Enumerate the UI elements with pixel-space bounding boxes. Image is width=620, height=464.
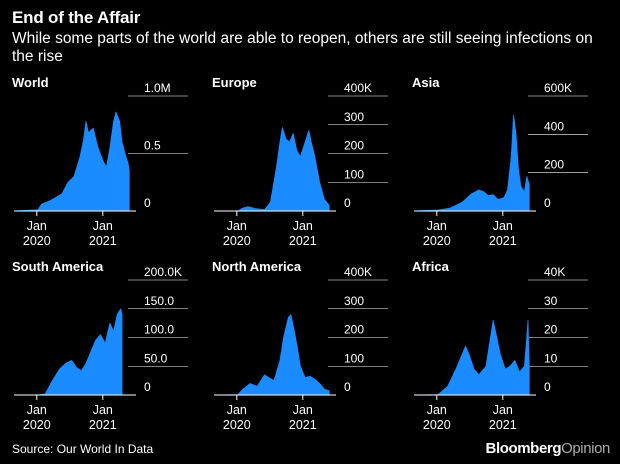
x-tick-label: 2021 — [489, 234, 517, 248]
y-tick-label: 400K — [344, 81, 372, 95]
x-tick-label: Jan — [93, 219, 113, 233]
x-tick-label: Jan — [493, 403, 513, 417]
y-tick-label: 100 — [344, 167, 364, 181]
x-tick-label: 2020 — [23, 234, 51, 248]
brand-logo: BloombergOpinion — [485, 440, 611, 457]
y-tick-label: 40K — [544, 265, 565, 279]
area-series — [13, 111, 130, 212]
brand-main: Bloomberg — [485, 440, 562, 457]
chart-subtitle: While some parts of the world are able t… — [12, 30, 593, 65]
x-tick-label: 2020 — [23, 418, 51, 432]
area-series — [13, 308, 123, 396]
y-tick-label: 150.0 — [144, 294, 174, 308]
y-tick-label: 400K — [344, 265, 372, 279]
panel-title: Europe — [212, 75, 257, 90]
x-tick-label: Jan — [227, 219, 247, 233]
area-series — [413, 114, 530, 212]
x-tick-label: 2021 — [89, 418, 117, 432]
panel-title: Africa — [412, 259, 450, 274]
y-tick-label: 400 — [544, 119, 564, 133]
y-tick-label: 50.0 — [144, 351, 168, 365]
x-tick-label: Jan — [427, 403, 447, 417]
x-tick-label: Jan — [227, 403, 247, 417]
x-tick-label: Jan — [293, 219, 313, 233]
x-tick-label: 2020 — [423, 234, 451, 248]
y-tick-label: 30 — [544, 294, 558, 308]
x-tick-label: Jan — [427, 219, 447, 233]
y-tick-label: 0 — [544, 196, 551, 210]
y-tick-label: 0.5 — [144, 139, 161, 153]
y-tick-label: 300 — [344, 294, 364, 308]
area-series — [213, 127, 330, 212]
y-tick-label: 0 — [344, 196, 351, 210]
x-tick-label: Jan — [27, 219, 47, 233]
x-tick-label: 2021 — [89, 234, 117, 248]
source-note: Source: Our World In Data — [12, 442, 154, 456]
y-tick-label: 10 — [544, 351, 558, 365]
y-tick-label: 100.0 — [144, 323, 174, 337]
x-tick-label: 2020 — [423, 418, 451, 432]
x-tick-label: Jan — [93, 403, 113, 417]
x-tick-label: 2021 — [289, 418, 317, 432]
x-tick-label: 2020 — [223, 234, 251, 248]
panel-south-america: South America 200.0K150.0100.050.00Jan202… — [12, 259, 188, 432]
x-tick-label: Jan — [27, 403, 47, 417]
y-tick-label: 0 — [344, 380, 351, 394]
panel-title: South America — [12, 259, 104, 274]
x-tick-label: 2021 — [289, 234, 317, 248]
y-tick-label: 200 — [344, 323, 364, 337]
y-tick-label: 200.0K — [144, 265, 182, 279]
x-tick-label: Jan — [293, 403, 313, 417]
brand-sub: Opinion — [561, 440, 610, 457]
chart-title: End of the Affair — [12, 8, 141, 27]
y-tick-label: 0 — [144, 380, 151, 394]
x-tick-label: 2020 — [223, 418, 251, 432]
area-series — [413, 319, 530, 396]
x-tick-label: Jan — [493, 219, 513, 233]
y-tick-label: 20 — [544, 323, 558, 337]
y-tick-label: 300 — [344, 110, 364, 124]
y-tick-label: 600K — [544, 81, 572, 95]
panel-title: North America — [212, 259, 302, 274]
x-tick-label: 2021 — [489, 418, 517, 432]
y-tick-label: 100 — [344, 351, 364, 365]
y-tick-label: 1.0M — [144, 81, 171, 95]
y-tick-label: 200 — [544, 158, 564, 172]
y-tick-label: 0 — [144, 196, 151, 210]
panel-title: Asia — [412, 75, 440, 90]
panel-north-america: North America 400K3002001000Jan2020Jan202… — [212, 259, 388, 432]
area-series — [213, 314, 330, 396]
panel-title: World — [12, 75, 49, 90]
y-tick-label: 0 — [544, 380, 551, 394]
y-tick-label: 200 — [344, 139, 364, 153]
